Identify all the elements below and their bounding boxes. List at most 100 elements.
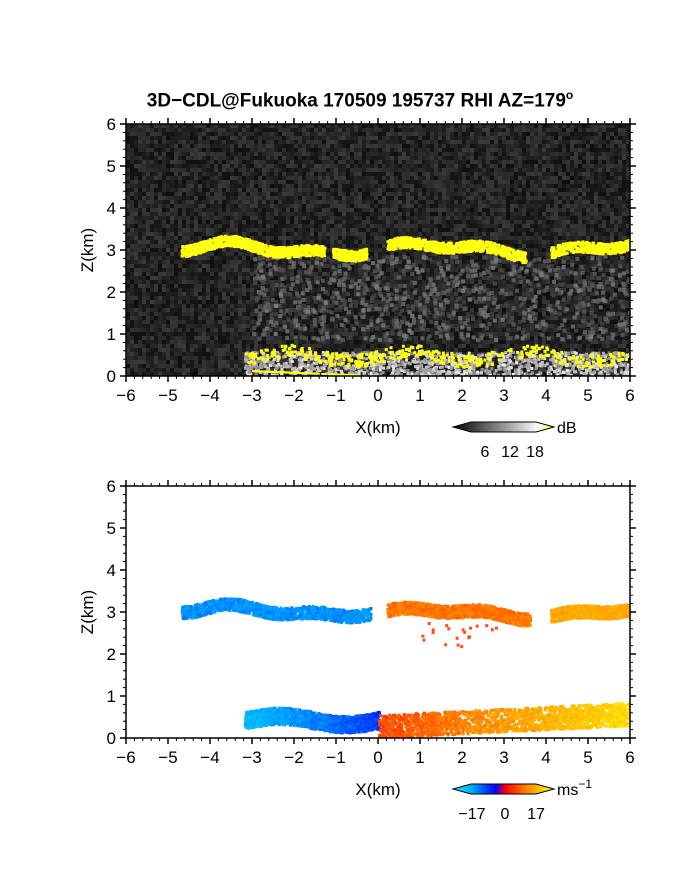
reflectivity-noise-cell (326, 204, 330, 208)
reflectivity-noise-cell (182, 260, 186, 264)
reflectivity-noise-cell (538, 176, 542, 180)
reflectivity-noise-cell (586, 156, 590, 160)
reflectivity-noise-cell (378, 196, 382, 200)
reflectivity-noise-cell (594, 136, 598, 140)
reflectivity-noise-cell (390, 224, 394, 228)
reflectivity-noise-cell (194, 124, 198, 128)
reflectivity-noise-cell (598, 124, 602, 128)
reflectivity-noise-cell (158, 168, 162, 172)
reflectivity-noise-cell (238, 168, 242, 172)
reflectivity-noise-cell (354, 180, 358, 184)
reflectivity-noise-cell (490, 220, 494, 224)
reflectivity-noise-cell (550, 276, 554, 280)
reflectivity-noise-cell (326, 276, 330, 280)
reflectivity-noise-cell (210, 236, 214, 240)
reflectivity-noise-cell (262, 224, 266, 228)
reflectivity-noise-cell (230, 128, 234, 132)
reflectivity-noise-cell (278, 136, 282, 140)
reflectivity-noise-cell (482, 160, 486, 164)
reflectivity-noise-cell (274, 140, 278, 144)
reflectivity-noise-cell (142, 232, 146, 236)
reflectivity-noise-cell (450, 212, 454, 216)
reflectivity-noise-cell (414, 132, 418, 136)
reflectivity-noise-cell (418, 156, 422, 160)
reflectivity-noise-cell (258, 140, 262, 144)
reflectivity-noise-cell (510, 200, 514, 204)
reflectivity-noise-cell (186, 268, 190, 272)
reflectivity-noise-cell (342, 136, 346, 140)
reflectivity-noise-cell (362, 260, 366, 264)
reflectivity-noise-cell (238, 252, 242, 256)
reflectivity-noise-cell (466, 272, 470, 276)
reflectivity-noise-cell (210, 160, 214, 164)
reflectivity-noise-cell (254, 212, 258, 216)
reflectivity-noise-cell (554, 224, 558, 228)
reflectivity-noise-cell (406, 208, 410, 212)
reflectivity-noise-cell (618, 184, 622, 188)
reflectivity-noise-cell (278, 128, 282, 132)
reflectivity-noise-cell (290, 168, 294, 172)
reflectivity-noise-cell (534, 156, 538, 160)
reflectivity-noise-cell (366, 188, 370, 192)
reflectivity-noise-cell (150, 272, 154, 276)
reflectivity-noise-cell (342, 172, 346, 176)
reflectivity-noise-cell (594, 124, 598, 128)
reflectivity-noise-cell (222, 196, 226, 200)
reflectivity-noise-cell (330, 280, 334, 284)
reflectivity-noise-cell (186, 192, 190, 196)
reflectivity-noise-cell (350, 168, 354, 172)
reflectivity-noise-cell (498, 204, 502, 208)
reflectivity-noise-cell (414, 188, 418, 192)
reflectivity-noise-cell (354, 164, 358, 168)
reflectivity-noise-cell (126, 236, 130, 240)
reflectivity-noise-cell (270, 204, 274, 208)
reflectivity-noise-cell (558, 160, 562, 164)
reflectivity-noise-cell (486, 128, 490, 132)
reflectivity-noise-cell (274, 136, 278, 140)
reflectivity-noise-cell (278, 168, 282, 172)
reflectivity-noise-cell (562, 180, 566, 184)
reflectivity-noise-cell (322, 156, 326, 160)
reflectivity-noise-cell (498, 140, 502, 144)
reflectivity-noise-cell (346, 156, 350, 160)
reflectivity-noise-cell (258, 160, 262, 164)
reflectivity-noise-cell (554, 212, 558, 216)
reflectivity-noise-cell (334, 228, 338, 232)
reflectivity-noise-cell (126, 248, 130, 252)
reflectivity-noise-cell (214, 228, 218, 232)
reflectivity-noise-cell (474, 144, 478, 148)
reflectivity-noise-cell (322, 208, 326, 212)
reflectivity-noise-cell (402, 124, 406, 128)
reflectivity-noise-cell (514, 212, 518, 216)
reflectivity-noise-cell (626, 208, 630, 212)
reflectivity-noise-cell (622, 164, 626, 168)
reflectivity-noise-cell (358, 176, 362, 180)
reflectivity-noise-cell (442, 232, 446, 236)
reflectivity-noise-cell (206, 216, 210, 220)
reflectivity-noise-cell (166, 204, 170, 208)
reflectivity-noise-cell (306, 144, 310, 148)
reflectivity-noise-cell (374, 228, 378, 232)
reflectivity-noise-cell (582, 220, 586, 224)
reflectivity-noise-cell (262, 264, 266, 268)
reflectivity-noise-cell (594, 260, 598, 264)
reflectivity-noise-cell (446, 160, 450, 164)
reflectivity-noise-cell (398, 188, 402, 192)
reflectivity-noise-cell (362, 236, 366, 240)
reflectivity-noise-cell (542, 148, 546, 152)
reflectivity-noise-cell (234, 192, 238, 196)
reflectivity-noise-cell (326, 156, 330, 160)
reflectivity-noise-cell (490, 160, 494, 164)
reflectivity-noise-cell (230, 252, 234, 256)
reflectivity-noise-cell (562, 168, 566, 172)
reflectivity-noise-cell (470, 176, 474, 180)
reflectivity-noise-cell (346, 200, 350, 204)
reflectivity-noise-cell (590, 128, 594, 132)
reflectivity-noise-cell (178, 192, 182, 196)
reflectivity-noise-cell (178, 128, 182, 132)
reflectivity-noise-cell (466, 148, 470, 152)
reflectivity-noise-cell (366, 196, 370, 200)
reflectivity-noise-cell (230, 268, 234, 272)
reflectivity-noise-cell (318, 148, 322, 152)
reflectivity-noise-cell (382, 216, 386, 220)
